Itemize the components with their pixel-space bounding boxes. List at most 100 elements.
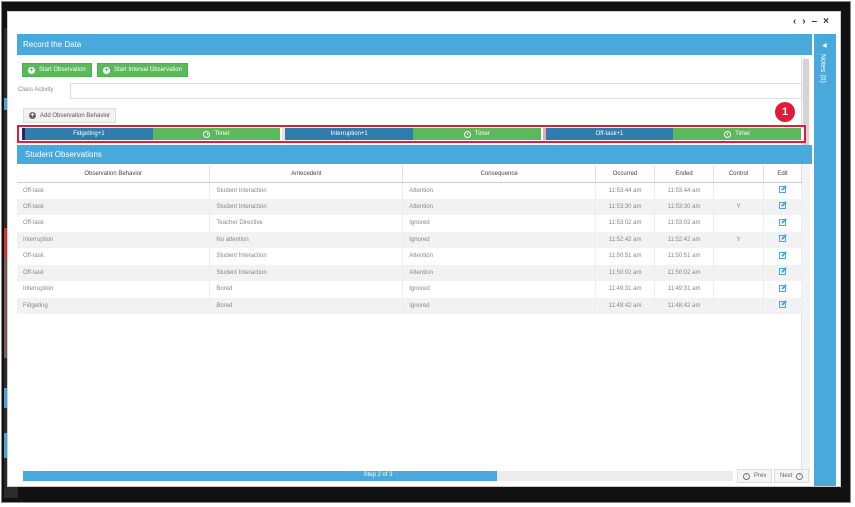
minimize-icon[interactable]: –: [811, 16, 821, 27]
timer-label: Timer: [735, 131, 751, 137]
table-cell: Bored: [209, 281, 404, 298]
edit-cell: [763, 264, 803, 281]
column-header[interactable]: Ended: [654, 166, 715, 183]
edit-icon[interactable]: [778, 251, 786, 259]
edit-cell: [763, 281, 803, 298]
edit-icon[interactable]: [778, 202, 786, 210]
next-button[interactable]: Next ›: [774, 469, 810, 483]
collapse-arrow-icon: ◀: [822, 43, 827, 49]
table-cell: Ignored: [402, 215, 597, 232]
table-cell: 11:48:42 am: [595, 297, 656, 314]
table-row: Off-task Student Interaction Attention 11:5…: [17, 198, 803, 215]
timer-label: Timer: [214, 131, 230, 137]
table-cell: 11:52:42 am: [654, 231, 715, 248]
table-cell: 11:50:51 am: [654, 248, 715, 265]
class-activity-input[interactable]: [70, 83, 802, 99]
table-cell: 11:53:02 am: [654, 215, 715, 232]
table-cell: Teacher Directive: [209, 215, 404, 232]
start-observation-button[interactable]: + Start Observation: [22, 63, 92, 77]
student-observations-header: Student Observations: [17, 145, 812, 164]
edit-cell: [763, 248, 803, 265]
add-observation-behavior-button[interactable]: + Add Observation Behavior: [23, 108, 117, 123]
arrow-right-icon: ›: [796, 472, 804, 480]
table-cell: 11:53:44 am: [595, 182, 656, 199]
table-cell: Off-task: [17, 264, 211, 281]
vertical-scrollbar[interactable]: [801, 57, 810, 483]
edit-icon[interactable]: [778, 186, 786, 193]
table-cell: 11:53:30 am: [654, 198, 715, 215]
table-row: Off-task Student Interaction Attention 11:5…: [17, 182, 803, 199]
interruption-increment-button[interactable]: Interruption+1: [282, 128, 413, 140]
offtask-timer-button[interactable]: Timer: [673, 128, 801, 140]
column-header[interactable]: Consequence: [402, 166, 597, 183]
edit-cell: [763, 297, 803, 314]
table-cell: 11:53:44 am: [654, 182, 715, 199]
table-cell: [713, 264, 764, 281]
step-label: Step 2 of 3: [363, 472, 393, 478]
next-window-icon[interactable]: ›: [802, 16, 809, 27]
column-header[interactable]: Antecedent: [209, 166, 404, 183]
table-cell: Y: [713, 231, 764, 248]
notes-panel-toggle[interactable]: ◀ Notes (0): [814, 34, 836, 486]
table-row: Interruption Bored Ignored 11:49:31 am 11:49…: [17, 281, 803, 298]
interruption-timer-button[interactable]: Timer: [413, 128, 541, 140]
edit-icon[interactable]: [778, 284, 786, 292]
step-progress-bar: Step 2 of 3: [23, 471, 733, 481]
table-cell: Student Interaction: [209, 198, 404, 215]
table-cell: 11:53:02 am: [595, 215, 656, 232]
table-cell: No attention: [209, 231, 404, 248]
table-cell: 11:52:42 am: [595, 231, 656, 248]
clock-icon: [463, 130, 471, 138]
table-cell: Attention: [402, 264, 597, 281]
fidgeting-timer-button[interactable]: Timer: [152, 128, 281, 140]
table-cell: Bored: [209, 297, 404, 314]
table-row: Fidgeting Bored Ignored 11:48:42 am 11:48:42…: [17, 297, 803, 314]
close-icon[interactable]: ×: [823, 16, 832, 27]
prev-button[interactable]: ‹ Prev: [737, 469, 773, 483]
table-cell: Student Interaction: [209, 248, 404, 265]
table-header-row: Observation Behavior Antecedent Conseque…: [17, 166, 803, 183]
start-observation-label: Start Observation: [39, 67, 86, 73]
fidgeting-increment-button[interactable]: Fidgeting+1: [22, 128, 153, 140]
table-cell: Student Interaction: [209, 264, 404, 281]
table-cell: Interruption: [17, 281, 211, 298]
prev-window-icon[interactable]: ‹: [792, 16, 800, 27]
table-cell: Off-task: [17, 182, 211, 199]
behavior-buttons-row: Fidgeting+1 Timer Interruption+1 Timer O…: [17, 125, 806, 143]
edit-icon[interactable]: [778, 301, 786, 309]
table-cell: 11:48:42 am: [654, 297, 715, 314]
table-cell: Attention: [402, 182, 597, 199]
table-cell: 11:49:31 am: [595, 281, 656, 298]
column-header[interactable]: Occurred: [595, 166, 656, 183]
next-label: Next: [780, 473, 793, 479]
table-cell: Off-task: [17, 248, 211, 265]
table-cell: 11:49:31 am: [654, 281, 715, 298]
edit-icon[interactable]: [778, 218, 786, 226]
table-cell: [713, 248, 764, 265]
edit-cell: [763, 215, 803, 232]
table-cell: Attention: [402, 248, 597, 265]
table-cell: 11:50:51 am: [595, 248, 656, 265]
table-cell: [713, 182, 764, 199]
column-header: Edit: [763, 166, 803, 183]
plus-icon: +: [28, 66, 35, 74]
table-cell: 11:53:30 am: [595, 198, 656, 215]
notes-label: Notes (0): [819, 54, 826, 83]
table-cell: 11:50:02 am: [654, 264, 715, 281]
offtask-increment-button[interactable]: Off-task+1: [542, 128, 674, 140]
column-header[interactable]: Observation Behavior: [17, 166, 211, 183]
edit-icon[interactable]: [778, 268, 786, 276]
table-row: Off-task Student Interaction Attention 11:5…: [17, 248, 803, 265]
clock-icon: [203, 130, 211, 138]
scrollbar-thumb[interactable]: [803, 59, 809, 154]
table-cell: Student Interaction: [209, 182, 404, 199]
table-cell: Ignored: [402, 231, 597, 248]
start-interval-observation-button[interactable]: + Start Interval Observation: [97, 63, 189, 77]
table-cell: Off-task: [17, 198, 211, 215]
edit-icon[interactable]: [778, 235, 786, 243]
timer-label: Timer: [474, 131, 490, 137]
column-header[interactable]: Control: [713, 166, 764, 183]
table-row: Off-task Teacher Directive Ignored 11:53:02…: [17, 215, 803, 232]
table-cell: Interruption: [17, 231, 211, 248]
clock-icon: [724, 130, 732, 138]
